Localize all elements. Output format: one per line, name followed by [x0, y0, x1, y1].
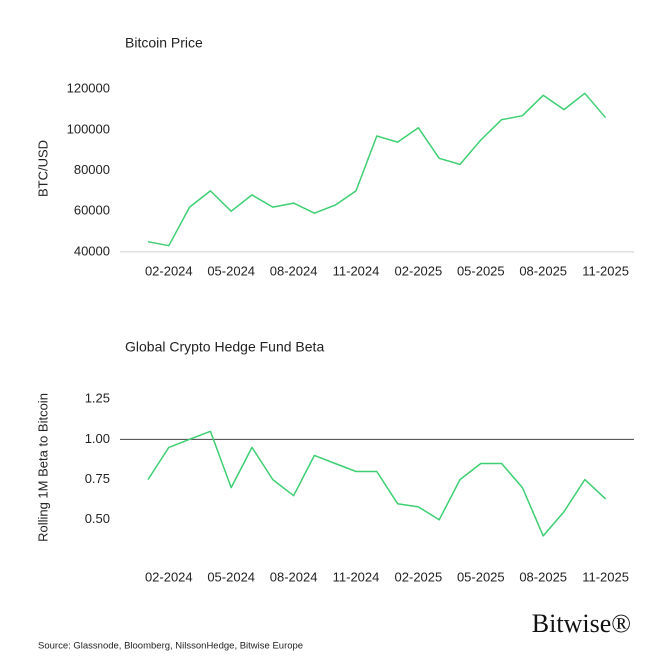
x-tick-label: 08-2024 [270, 263, 318, 278]
y-tick-label: 1.00 [85, 431, 110, 446]
x-tick-label: 11-2024 [333, 263, 380, 278]
y-tick-label: 60000 [74, 203, 110, 218]
x-tick-label: 11-2024 [333, 569, 380, 584]
x-tick-label: 05-2025 [457, 263, 505, 278]
x-tick-label: 02-2025 [395, 569, 443, 584]
x-tick-label: 05-2025 [457, 569, 505, 584]
x-tick-label: 08-2025 [519, 569, 567, 584]
y-tick-label: 1.25 [85, 391, 110, 406]
y-axis-label: BTC/USD [35, 140, 50, 197]
chart-title: Bitcoin Price [125, 35, 203, 51]
x-tick-label: 02-2024 [145, 263, 193, 278]
data-line [147, 92, 607, 247]
y-tick-label: 0.50 [85, 511, 110, 526]
x-tick-label: 08-2024 [270, 569, 318, 584]
y-tick-label: 40000 [74, 243, 110, 258]
y-tick-label: 0.75 [85, 471, 110, 486]
x-tick-label: 11-2025 [582, 263, 629, 278]
y-axis-label: Rolling 1M Beta to Bitcoin [35, 393, 50, 542]
logo: Bitwise® [532, 609, 631, 638]
chart-title: Global Crypto Hedge Fund Beta [125, 339, 324, 355]
y-tick-label: 100000 [67, 121, 110, 136]
x-tick-label: 05-2024 [207, 263, 255, 278]
y-tick-label: 80000 [74, 162, 110, 177]
y-tick-label: 120000 [67, 81, 110, 96]
x-tick-label: 08-2025 [519, 263, 567, 278]
data-line [147, 430, 607, 537]
x-tick-label: 02-2024 [145, 569, 193, 584]
x-tick-label: 02-2025 [395, 263, 443, 278]
x-tick-label: 11-2025 [582, 569, 629, 584]
x-tick-label: 05-2024 [207, 569, 255, 584]
source-note: Source: Glassnode, Bloomberg, NilssonHed… [38, 641, 303, 652]
